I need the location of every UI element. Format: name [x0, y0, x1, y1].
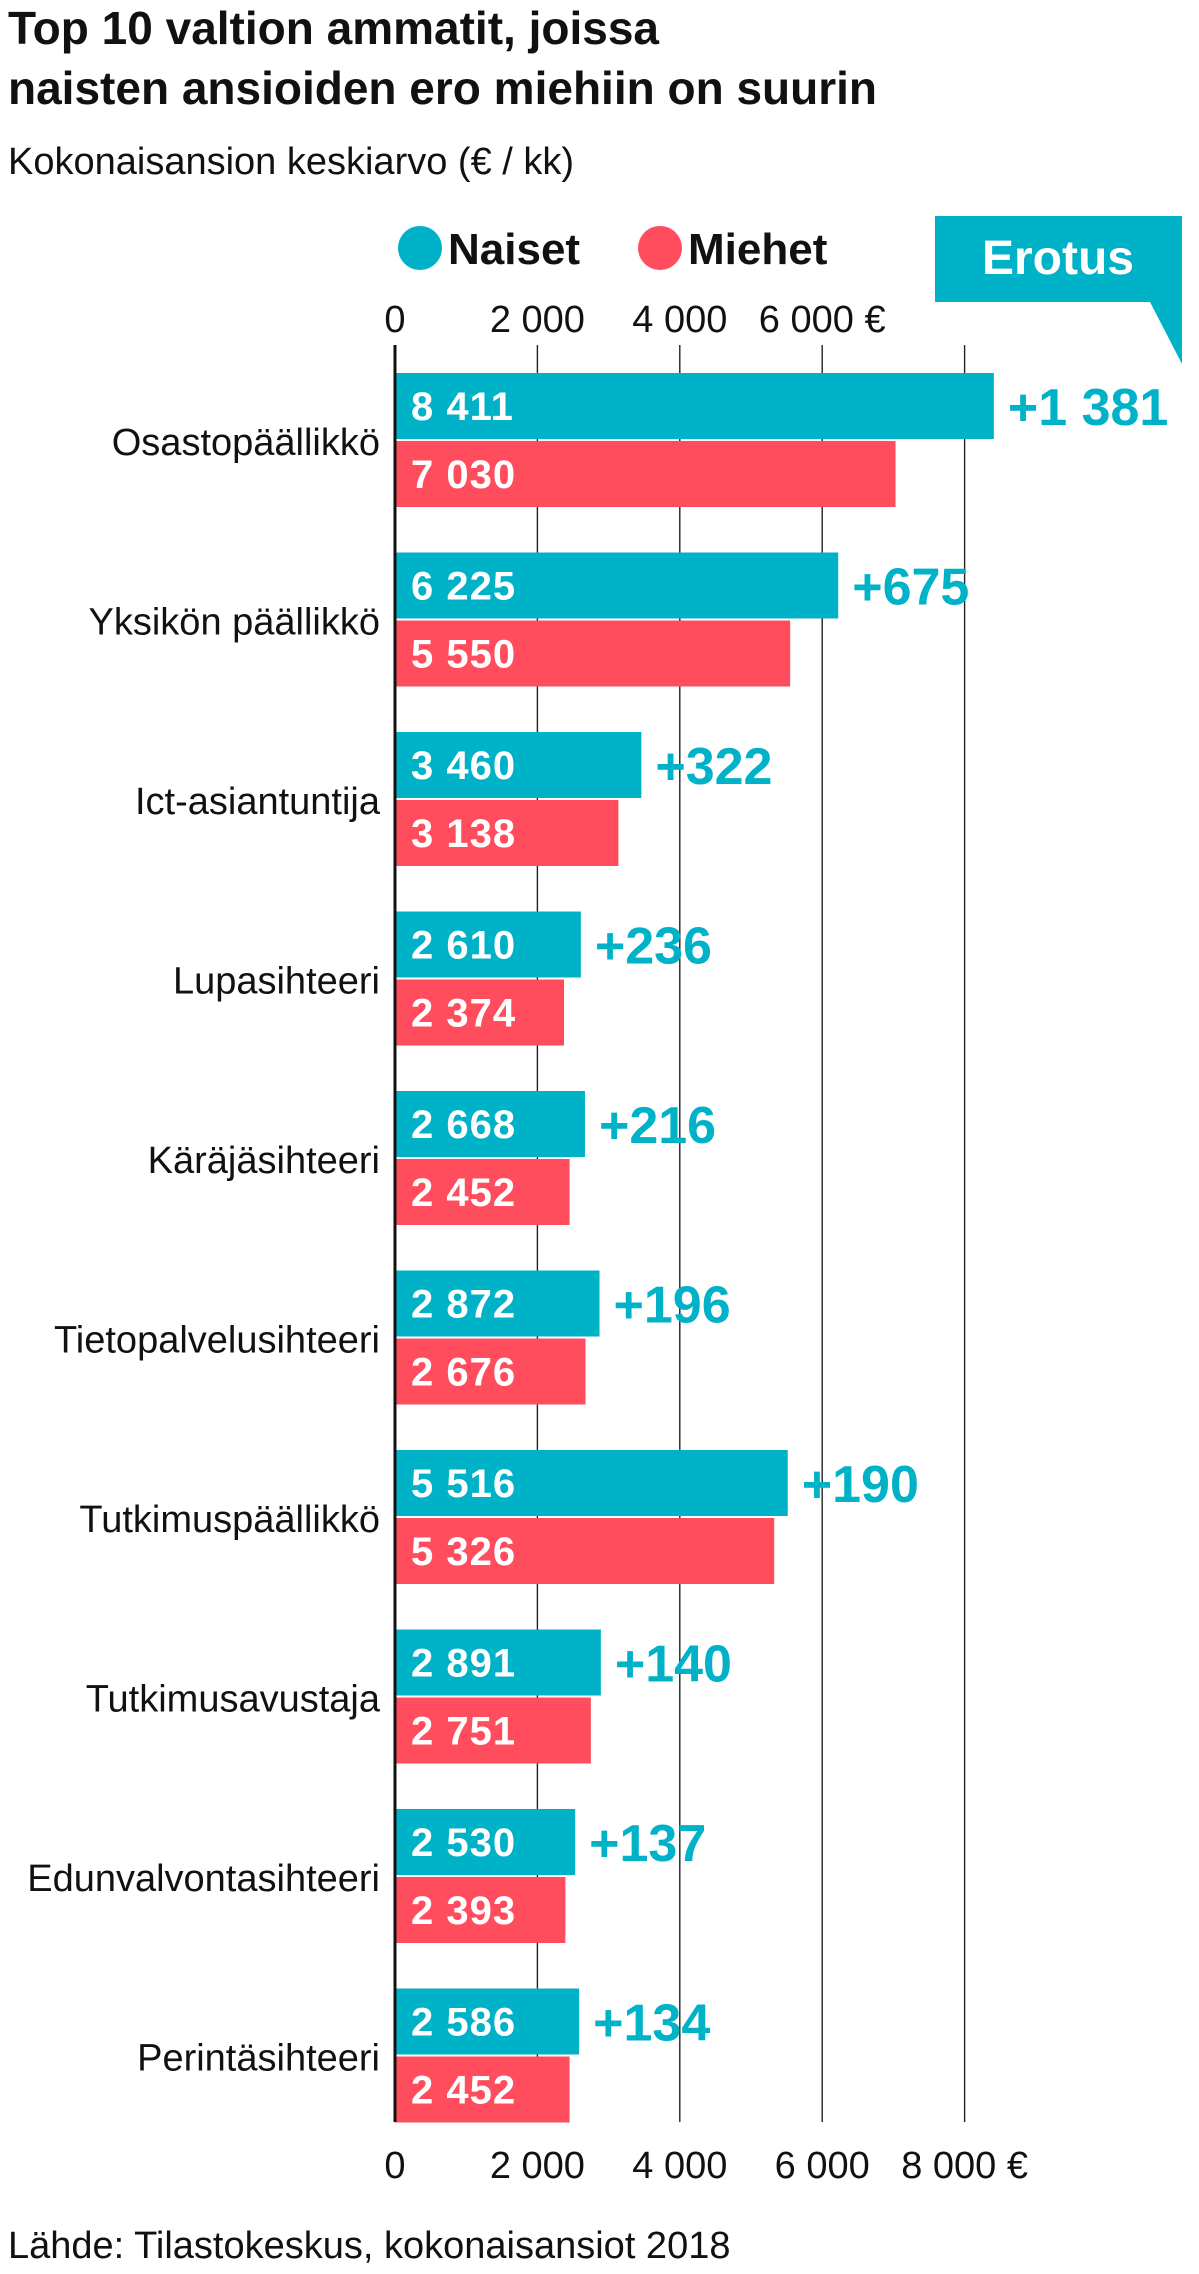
bottom-tick-label-1: 2 000	[490, 2145, 585, 2187]
bar-miehet-7	[395, 1697, 591, 1764]
value-label-miehet-2: 3 138	[411, 812, 516, 856]
legend-erotus-label: Erotus	[982, 232, 1134, 285]
difference-label-7: +140	[615, 1636, 732, 1694]
category-label-9: Perintäsihteeri	[137, 2038, 380, 2080]
bottom-tick-label-2: 4 000	[632, 2145, 727, 2187]
difference-label-1: +675	[852, 559, 969, 617]
value-label-miehet-5: 2 676	[411, 1351, 516, 1395]
bar-naiset-3	[395, 911, 581, 978]
category-label-5: Tietopalvelusihteeri	[54, 1320, 380, 1362]
bar-miehet-6	[395, 1518, 775, 1584]
bar-miehet-9	[395, 2056, 570, 2123]
difference-label-9: +134	[593, 1995, 710, 2053]
value-label-naiset-6: 5 516	[411, 1462, 516, 1506]
bar-miehet-5	[395, 1338, 586, 1405]
top-tick-label-0: 0	[384, 299, 405, 341]
value-label-miehet-0: 7 030	[411, 453, 516, 497]
value-label-naiset-0: 8 411	[411, 385, 514, 429]
bar-naiset-0	[395, 373, 994, 439]
value-label-naiset-5: 2 872	[411, 1283, 516, 1327]
category-labels: Osastopäällikkö Yksikön päällikkö Ict-asia…	[27, 422, 381, 2080]
top-tick-label-2: 4 000	[632, 299, 727, 341]
category-label-4: Käräjäsihteeri	[148, 1140, 380, 1182]
top-tick-label-3: 6 000 €	[759, 299, 886, 341]
bar-naiset-7	[395, 1629, 601, 1696]
value-label-miehet-4: 2 452	[411, 1171, 516, 1215]
bar-miehet-1	[395, 620, 791, 687]
bar-naiset-4	[395, 1091, 585, 1157]
legend-naiset-marker	[398, 226, 442, 270]
value-label-naiset-3: 2 610	[411, 924, 516, 968]
value-label-miehet-7: 2 751	[411, 1710, 516, 1754]
category-label-2: Ict-asiantuntija	[135, 781, 381, 823]
value-label-naiset-2: 3 460	[411, 744, 516, 788]
category-label-7: Tutkimusavustaja	[86, 1679, 381, 1721]
difference-label-4: +216	[599, 1097, 716, 1155]
bottom-tick-label-4: 8 000 €	[901, 2145, 1028, 2187]
difference-label-3: +236	[595, 918, 712, 976]
value-label-naiset-7: 2 891	[411, 1642, 516, 1686]
legend: Naiset Miehet Erotus	[398, 216, 1182, 364]
value-label-miehet-3: 2 374	[411, 992, 516, 1036]
value-label-miehet-1: 5 550	[411, 633, 516, 677]
category-label-1: Yksikön päällikkö	[89, 602, 380, 644]
bar-miehet-0	[395, 441, 896, 507]
top-axis-ticks: 0 2 000 4 000 6 000 €	[384, 299, 885, 341]
bar-naiset-8	[395, 1809, 576, 1875]
bottom-tick-label-3: 6 000	[775, 2145, 870, 2187]
category-label-8: Edunvalvontasihteeri	[27, 1858, 380, 1900]
legend-miehet-marker	[638, 226, 682, 270]
top-tick-label-1: 2 000	[490, 299, 585, 341]
bar-miehet-3	[395, 979, 565, 1046]
value-label-miehet-8: 2 393	[411, 1889, 516, 1933]
bar-miehet-2	[395, 800, 619, 866]
legend-erotus-callout	[935, 216, 1182, 364]
legend-naiset-label: Naiset	[448, 225, 580, 274]
bar-naiset-6	[395, 1450, 788, 1516]
difference-label-0: +1 381	[1008, 379, 1169, 437]
difference-label-2: +322	[655, 738, 772, 796]
bottom-tick-label-0: 0	[384, 2145, 405, 2187]
value-label-miehet-9: 2 452	[411, 2069, 516, 2113]
source-note: Lähde: Tilastokeskus, kokonaisansiot 201…	[8, 2225, 730, 2267]
value-label-naiset-4: 2 668	[411, 1103, 516, 1147]
chart-subtitle: Kokonaisansion keskiarvo (€ / kk)	[8, 141, 574, 183]
bar-naiset-9	[395, 1988, 580, 2055]
bar-naiset-2	[395, 732, 642, 798]
bar-naiset-1	[395, 552, 839, 619]
difference-label-6: +190	[802, 1456, 919, 1514]
bar-miehet-8	[395, 1877, 566, 1943]
bar-naiset-5	[395, 1270, 600, 1337]
category-label-0: Osastopäällikkö	[112, 422, 380, 464]
chart-title-line-1: Top 10 valtion ammatit, joissa	[8, 2, 659, 54]
value-label-naiset-9: 2 586	[411, 2001, 516, 2045]
value-label-miehet-6: 5 326	[411, 1530, 516, 1574]
value-label-naiset-8: 2 530	[411, 1821, 516, 1865]
difference-label-8: +137	[589, 1815, 706, 1873]
category-label-6: Tutkimuspäällikkö	[79, 1499, 380, 1541]
bars: 8 411 7 030 +1 381 6 225 5 550 +675 3 460 3 138…	[395, 373, 1168, 2123]
bar-miehet-4	[395, 1159, 570, 1225]
value-label-naiset-1: 6 225	[411, 565, 516, 609]
bottom-axis-ticks: 0 2 000 4 000 6 000 8 000 €	[384, 2145, 1028, 2187]
difference-label-5: +196	[613, 1277, 730, 1335]
legend-miehet-label: Miehet	[688, 225, 828, 274]
chart-title-line-2: naisten ansioiden ero miehiin on suurin	[8, 62, 877, 114]
category-label-3: Lupasihteeri	[173, 961, 380, 1003]
